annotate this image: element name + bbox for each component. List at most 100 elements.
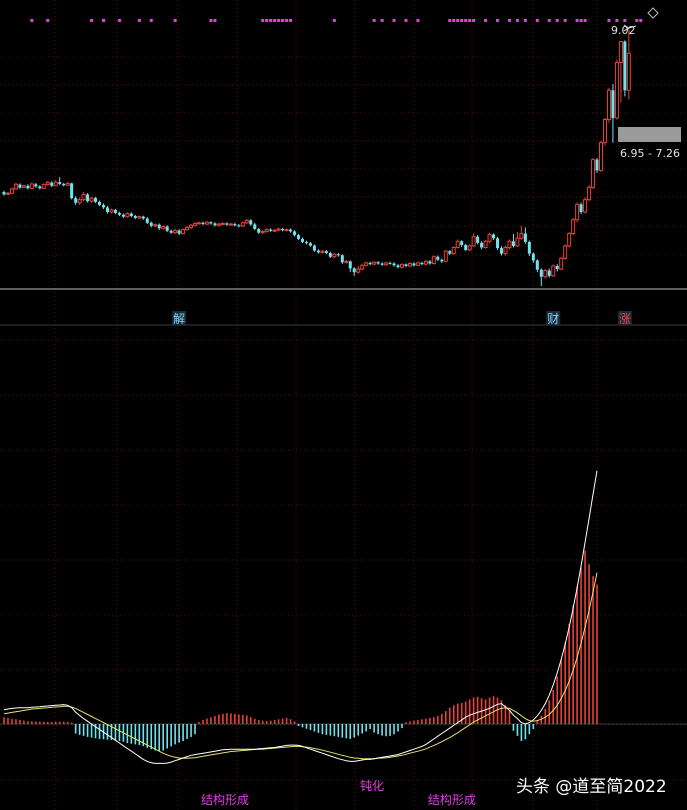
candle [41, 184, 46, 189]
candle [81, 193, 86, 201]
candle [102, 204, 105, 208]
signal-dot [281, 19, 285, 22]
candle [253, 224, 257, 229]
signal-dot [273, 19, 277, 22]
signal-dot [137, 19, 141, 22]
candle [460, 241, 464, 246]
candle [483, 240, 488, 248]
candle [105, 207, 109, 213]
candle [9, 188, 14, 194]
candle [316, 250, 320, 253]
signal-dot [472, 19, 476, 22]
candle [340, 255, 344, 263]
candle [89, 197, 94, 202]
signal-dot [583, 19, 587, 22]
candle [149, 222, 153, 226]
candle [431, 256, 436, 264]
candle [77, 199, 82, 204]
candle [21, 185, 26, 188]
candle [269, 229, 273, 231]
candle [173, 230, 178, 234]
watermark: 头条 @道至简2022 [516, 777, 667, 797]
candle [423, 260, 428, 265]
signal-dot [555, 19, 559, 22]
candle [284, 229, 289, 232]
candle [53, 181, 58, 187]
signal-dot [392, 19, 396, 22]
candle [129, 213, 133, 217]
candle [471, 236, 476, 247]
signal-dot [468, 19, 472, 22]
candle [98, 201, 102, 205]
signal-dot [635, 19, 639, 22]
candle [50, 182, 54, 186]
candle [443, 250, 448, 262]
candle [547, 270, 551, 276]
candle [257, 228, 261, 233]
candle [2, 191, 6, 195]
candle [145, 218, 149, 223]
candle [177, 230, 181, 234]
macd-panel [3, 470, 598, 764]
candle [109, 209, 114, 213]
candle [396, 265, 400, 268]
candle [133, 216, 137, 218]
candle [575, 203, 580, 221]
candle [197, 222, 202, 225]
candle [117, 212, 121, 215]
signal-dot [623, 19, 627, 22]
candle [400, 263, 404, 268]
candle [543, 270, 548, 278]
candle [185, 226, 190, 231]
candle [157, 224, 161, 229]
signal-dot [30, 19, 34, 22]
candle [320, 250, 325, 253]
candle [344, 260, 349, 263]
max-arrow [628, 25, 637, 29]
candle [591, 159, 596, 188]
macd-annotation: 钝化 [360, 779, 384, 793]
candle [606, 89, 611, 121]
candle [535, 260, 539, 270]
candle [332, 253, 337, 258]
candle [289, 229, 293, 232]
signal-tag: 财 [547, 312, 559, 326]
candle [70, 183, 74, 199]
candle [86, 194, 90, 202]
signal-dot [213, 19, 217, 22]
candle [65, 182, 70, 186]
signal-tag: 解 [173, 312, 185, 326]
candle [380, 263, 384, 265]
signal-dot [269, 19, 273, 22]
candle [372, 261, 377, 265]
candle [18, 184, 22, 188]
candle [308, 243, 312, 246]
signal-dot [117, 19, 121, 22]
candle [412, 263, 416, 266]
signal-dot [261, 19, 265, 22]
signal-dot [265, 19, 269, 22]
candle [312, 245, 316, 251]
candle [420, 262, 424, 265]
candle [189, 224, 194, 228]
candle [360, 264, 365, 270]
signal-dot [149, 19, 153, 22]
signal-dot [507, 19, 511, 22]
candle [587, 186, 592, 201]
candle [297, 235, 301, 239]
range-label: 6.95 - 7.26 [620, 147, 680, 160]
candle [220, 222, 225, 225]
range-box [618, 127, 681, 142]
candle [614, 62, 619, 119]
candle [121, 214, 125, 217]
signal-dot [372, 19, 376, 22]
candle [225, 223, 229, 225]
macd-annotation: 结构形成 [428, 792, 476, 807]
signal-dot [547, 19, 551, 22]
diamond-icon[interactable] [647, 7, 659, 19]
candle [38, 186, 42, 189]
candle [503, 246, 508, 255]
candle [428, 261, 432, 264]
candle [161, 226, 166, 229]
